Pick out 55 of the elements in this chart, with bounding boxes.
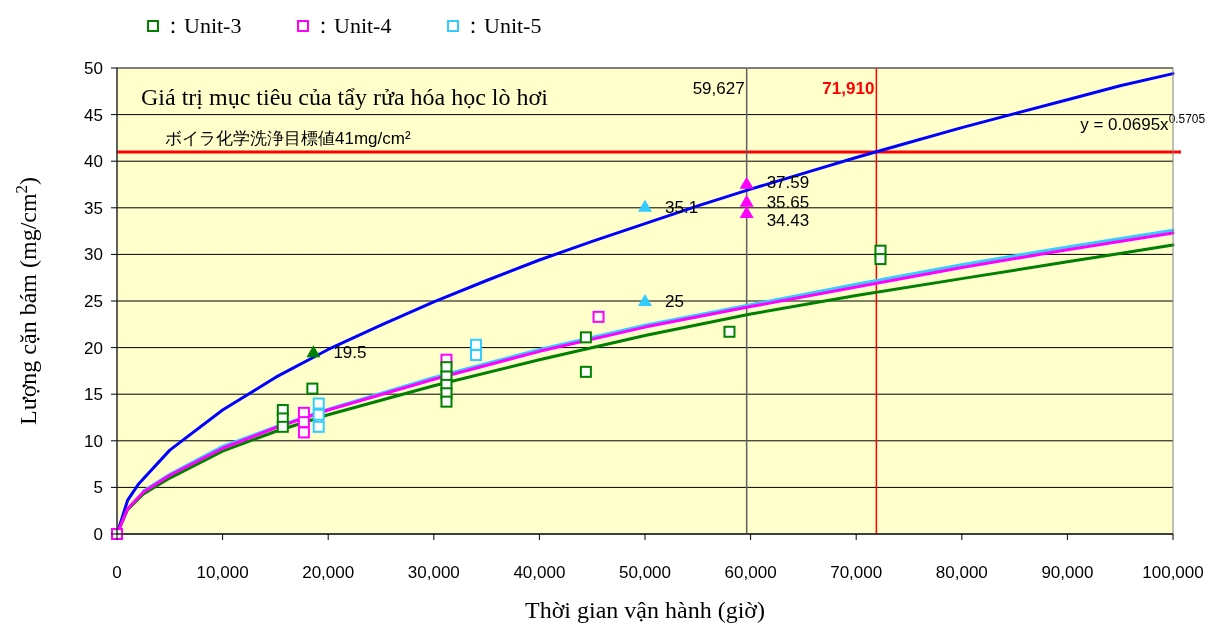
point bbox=[276, 420, 289, 433]
x-tick-label: 0 bbox=[112, 563, 122, 582]
point bbox=[297, 426, 310, 439]
x-tick-label: 70,000 bbox=[830, 563, 883, 582]
point bbox=[739, 176, 754, 189]
x-tick-label: 20,000 bbox=[302, 563, 355, 582]
x-tick-label: 50,000 bbox=[619, 563, 671, 582]
point bbox=[579, 331, 592, 344]
ref-line-label: 59,627 bbox=[692, 79, 745, 98]
legend-label: ：Unit-4 bbox=[312, 13, 392, 38]
x-tick-label: 40,000 bbox=[513, 563, 566, 582]
legend-label: ：Unit-3 bbox=[162, 13, 242, 38]
point bbox=[306, 382, 319, 395]
point bbox=[312, 397, 325, 410]
point bbox=[723, 325, 736, 338]
point bbox=[312, 408, 325, 421]
x-tick-label: 30,000 bbox=[407, 563, 460, 582]
point bbox=[739, 206, 754, 219]
ref-line-label: 71,910 bbox=[822, 79, 875, 98]
point bbox=[470, 349, 483, 362]
point bbox=[440, 395, 453, 408]
y-tick-label: 35 bbox=[84, 198, 103, 218]
y-tick-label: 50 bbox=[84, 59, 103, 78]
point bbox=[579, 365, 592, 378]
data-label: 19.5 bbox=[333, 343, 367, 363]
point bbox=[312, 420, 325, 433]
data-label: 35.65 bbox=[766, 192, 810, 212]
point bbox=[874, 253, 887, 266]
x-tick-label: 80,000 bbox=[935, 563, 988, 582]
y-tick-label: 40 bbox=[84, 152, 103, 172]
x-tick-label: 100,000 bbox=[1142, 563, 1204, 582]
data-label: 34.43 bbox=[766, 210, 810, 230]
point bbox=[638, 199, 652, 212]
point bbox=[592, 310, 605, 323]
x-axis-title: Thời gian vận hành (giờ) bbox=[525, 597, 765, 623]
y-tick-label: 20 bbox=[84, 338, 103, 358]
data-label: 37.59 bbox=[766, 172, 810, 192]
y-tick-label: 45 bbox=[84, 105, 103, 125]
annotation: y = 0.0695x$^{0.5705}$ bbox=[1080, 112, 1206, 134]
x-tick-label: 60,000 bbox=[724, 563, 777, 582]
annotation: Giá trị mục tiêu của tẩy rửa hóa học lò hơi bbox=[141, 84, 549, 110]
y-tick-label: 15 bbox=[84, 385, 103, 405]
point bbox=[638, 294, 652, 306]
y-tick-label: 0 bbox=[93, 525, 103, 544]
y-tick-label: 5 bbox=[93, 478, 103, 498]
y-tick-label: 30 bbox=[84, 245, 103, 265]
y-tick-label: 10 bbox=[84, 431, 103, 451]
data-label: 25 bbox=[665, 292, 684, 311]
y-tick-label: 25 bbox=[84, 292, 103, 311]
ref-line-label: ボイラ化学洗浄目標値41mg/cm² bbox=[165, 128, 411, 148]
point bbox=[306, 345, 321, 358]
x-tick-label: 10,000 bbox=[196, 563, 249, 582]
point bbox=[739, 194, 754, 207]
x-tick-label: 90,000 bbox=[1041, 563, 1094, 582]
legend-label: ：Unit-5 bbox=[462, 13, 542, 38]
